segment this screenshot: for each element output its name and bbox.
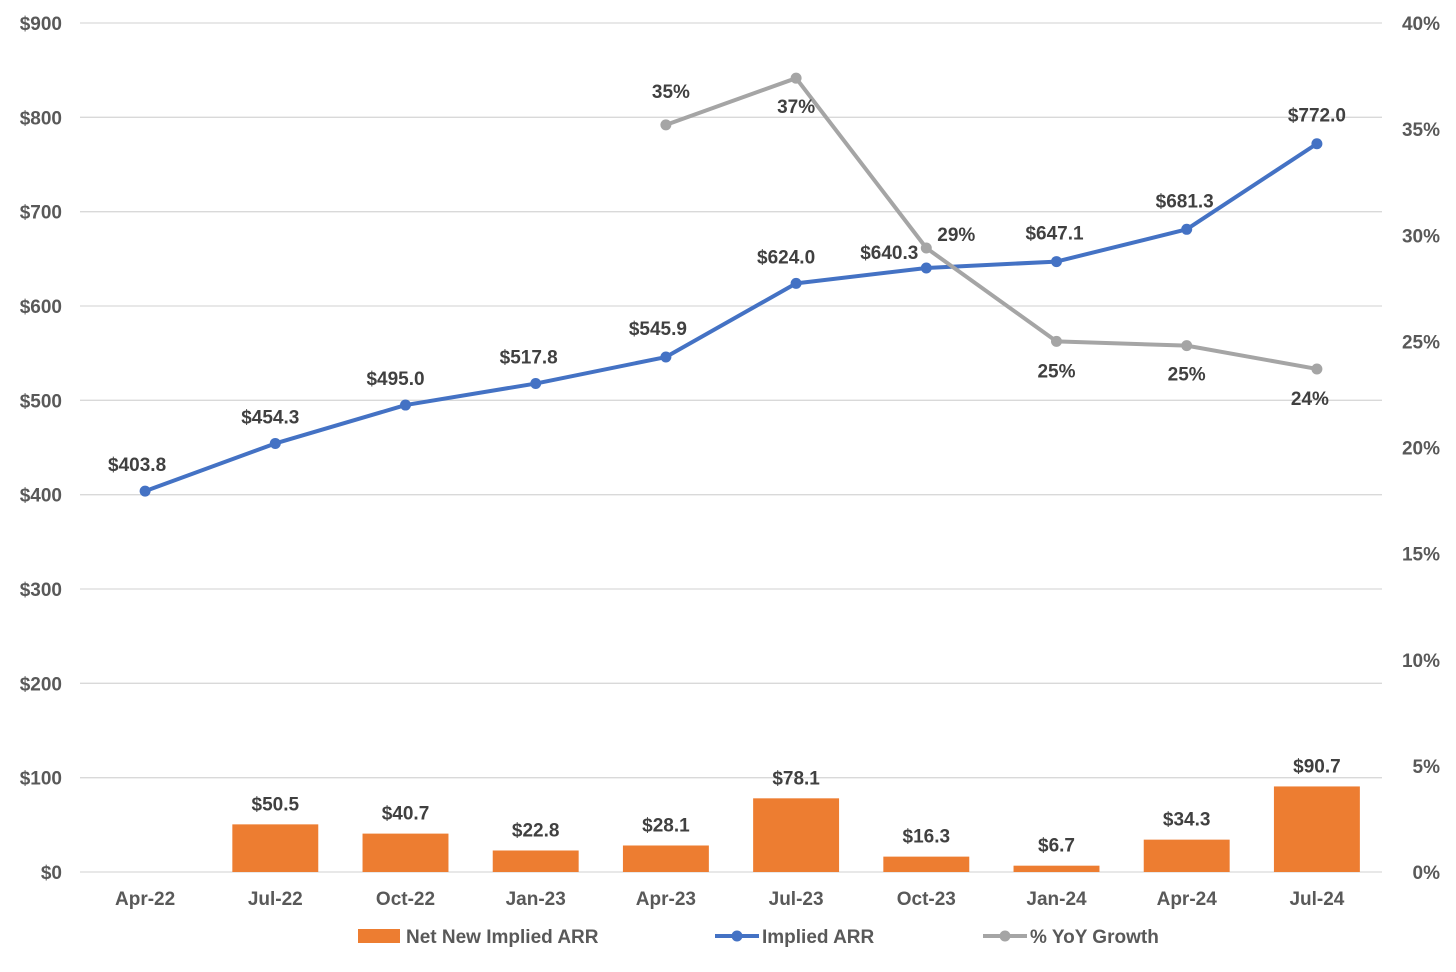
y-right-tick-label: 0%	[1413, 863, 1441, 884]
data-label-implied-arr: $772.0	[1288, 106, 1346, 127]
x-tick-label: Apr-24	[1157, 889, 1218, 910]
x-tick-label: Jan-23	[506, 889, 566, 910]
line-implied-arr	[143, 141, 1319, 494]
y-left-tick-label: $900	[20, 14, 62, 35]
x-tick-label: Jul-24	[1289, 889, 1344, 910]
y-right-tick-label: 30%	[1402, 226, 1440, 247]
y-right-tick-label: 25%	[1402, 332, 1440, 353]
data-label-net-new-implied-arr: $50.5	[252, 794, 300, 815]
x-tick-label: Jan-24	[1026, 889, 1087, 910]
bar-net-new-implied-arr	[753, 798, 840, 872]
line-yoy-growth	[663, 76, 1319, 371]
point-yoy-growth	[1181, 340, 1193, 352]
bar-net-new-implied-arr	[622, 845, 709, 872]
y-left-tick-label: $300	[20, 580, 62, 601]
y-right-tick-label: 20%	[1402, 439, 1440, 460]
y-right-tick-label: 15%	[1402, 545, 1440, 566]
bar-net-new-implied-arr	[362, 833, 449, 872]
data-label-yoy-growth: 25%	[1037, 361, 1075, 382]
data-label-net-new-implied-arr: $6.7	[1038, 836, 1075, 857]
legend-label-yoy-growth: % YoY Growth	[1030, 927, 1159, 948]
data-label-implied-arr: $647.1	[1025, 224, 1084, 245]
data-label-implied-arr: $624.0	[757, 247, 815, 268]
data-label-net-new-implied-arr: $40.7	[382, 804, 430, 825]
data-label-yoy-growth: 37%	[777, 97, 815, 118]
y-left-tick-label: $100	[20, 769, 62, 790]
point-yoy-growth	[790, 72, 802, 84]
point-implied-arr	[400, 399, 411, 411]
data-label-implied-arr: $640.3	[860, 243, 918, 264]
legend-label-implied-arr: Implied ARR	[762, 927, 875, 948]
bar-net-new-implied-arr	[1013, 865, 1100, 872]
y-left-tick-label: $0	[41, 863, 62, 884]
x-tick-label: Apr-22	[115, 889, 175, 910]
data-label-net-new-implied-arr: $28.1	[642, 815, 690, 836]
bar-net-new-implied-arr	[492, 850, 579, 872]
data-label-net-new-implied-arr: $22.8	[512, 820, 560, 841]
data-label-yoy-growth: 25%	[1168, 365, 1206, 386]
x-tick-label: Jul-22	[248, 889, 303, 910]
data-label-implied-arr: $403.8	[108, 455, 166, 476]
bar-net-new-implied-arr	[1273, 786, 1360, 872]
bar-net-new-implied-arr	[883, 856, 970, 872]
x-tick-label: Apr-23	[636, 889, 696, 910]
x-tick-label: Oct-22	[376, 889, 435, 910]
point-implied-arr	[790, 277, 802, 289]
x-tick-label: Jul-23	[769, 889, 824, 910]
y-left-tick-label: $700	[20, 203, 62, 224]
point-implied-arr	[269, 437, 281, 449]
y-right-tick-label: 5%	[1413, 757, 1441, 778]
y-left-tick-label: $400	[20, 486, 62, 507]
bar-net-new-implied-arr	[232, 824, 319, 872]
y-left-tick-label: $600	[20, 297, 62, 318]
legend-marker-yoy-growth	[999, 930, 1011, 942]
y-right-tick-label: 10%	[1402, 651, 1440, 672]
x-tick-label: Oct-23	[897, 889, 956, 910]
data-label-net-new-implied-arr: $78.1	[772, 768, 820, 789]
data-label-implied-arr: $495.0	[366, 369, 424, 390]
point-implied-arr	[1051, 256, 1062, 268]
line-series	[139, 72, 1323, 497]
y-left-tick-label: $800	[20, 108, 62, 129]
y-right-tick-label: 35%	[1402, 120, 1440, 141]
data-label-net-new-implied-arr: $16.3	[903, 827, 951, 848]
y-left-tick-label: $500	[20, 391, 62, 412]
point-yoy-growth	[660, 119, 672, 131]
point-yoy-growth	[1051, 335, 1062, 347]
data-label-yoy-growth: 35%	[652, 82, 690, 103]
data-labels: $50.5 $40.7 $22.8 $28.1 $78.1 $16.3 $6.7 $34.3 $…	[108, 82, 1346, 857]
gridlines	[80, 22, 1382, 873]
data-label-implied-arr: $517.8	[500, 348, 558, 369]
data-label-net-new-implied-arr: $34.3	[1163, 810, 1211, 831]
point-implied-arr	[1311, 138, 1323, 150]
point-implied-arr	[660, 351, 672, 363]
legend: Net New Implied ARR Implied ARR % YoY Grow…	[358, 927, 1159, 948]
data-label-implied-arr: $454.3	[241, 407, 299, 428]
point-yoy-growth	[920, 242, 932, 254]
point-yoy-growth	[1311, 363, 1323, 375]
data-label-implied-arr: $545.9	[629, 319, 687, 340]
axes: $0 $100 $200 $300 $400 $500 $600 $700 $800 $900 0%…	[20, 14, 1440, 910]
y-right-tick-label: 40%	[1402, 14, 1440, 35]
y-left-tick-label: $200	[20, 674, 62, 695]
legend-marker-implied-arr	[731, 930, 743, 942]
point-implied-arr	[139, 485, 151, 497]
legend-label-net-new-implied-arr: Net New Implied ARR	[406, 927, 599, 948]
legend-swatch-net-new-implied-arr	[358, 929, 400, 943]
data-label-implied-arr: $681.3	[1156, 191, 1214, 212]
point-implied-arr	[1181, 223, 1193, 235]
bar-net-new-implied-arr	[1143, 839, 1230, 872]
point-implied-arr	[530, 378, 542, 390]
data-label-yoy-growth: 24%	[1291, 389, 1329, 410]
data-label-yoy-growth: 29%	[937, 225, 975, 246]
bar-series	[232, 786, 1360, 872]
point-implied-arr	[920, 262, 932, 274]
data-label-net-new-implied-arr: $90.7	[1293, 756, 1341, 777]
